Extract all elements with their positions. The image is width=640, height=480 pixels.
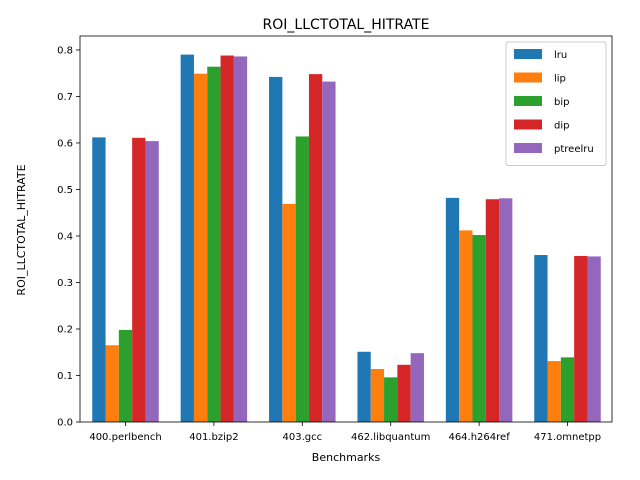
bars-group bbox=[92, 54, 601, 423]
bar-lip-464.h264ref bbox=[459, 230, 473, 422]
bar-ptreelru-400.perlbench bbox=[145, 141, 159, 422]
bar-ptreelru-403.gcc bbox=[322, 81, 336, 422]
bar-bip-400.perlbench bbox=[118, 329, 133, 422]
y-tick-label: 0.4 bbox=[57, 231, 73, 242]
y-tick-label: 0.2 bbox=[57, 324, 73, 335]
y-tick-label: 0.8 bbox=[57, 45, 73, 56]
bar-dip-464.h264ref bbox=[485, 199, 500, 422]
y-tick-label: 0.3 bbox=[57, 278, 73, 289]
legend-label-lip: lip bbox=[554, 74, 566, 85]
y-tick-label: 0.1 bbox=[57, 371, 73, 382]
bar-bip-401.bzip2 bbox=[207, 66, 221, 422]
y-tick-label: 0.5 bbox=[57, 185, 73, 196]
bar-lip-462.libquantum bbox=[370, 368, 385, 422]
legend-label-lru: lru bbox=[554, 50, 567, 61]
bar-bip-464.h264ref bbox=[472, 235, 486, 422]
bar-lru-464.h264ref bbox=[445, 197, 460, 422]
bar-lru-400.perlbench bbox=[92, 137, 106, 422]
x-axis-label: Benchmarks bbox=[312, 451, 381, 464]
legend-label-dip: dip bbox=[554, 121, 569, 132]
bar-lip-401.bzip2 bbox=[193, 73, 208, 423]
y-tick-label: 0.6 bbox=[57, 138, 73, 149]
bar-ptreelru-464.h264ref bbox=[499, 198, 513, 422]
bar-ptreelru-401.bzip2 bbox=[233, 56, 248, 423]
x-ticks-group: 400.perlbench 401.bzip2 403.gcc 462.libquan… bbox=[89, 422, 601, 443]
y-tick-label: 0.7 bbox=[57, 92, 73, 103]
legend-label-bip: bip bbox=[554, 97, 569, 108]
bar-ptreelru-462.libquantum bbox=[410, 353, 424, 422]
legend-swatch-lip bbox=[514, 72, 542, 83]
x-tick-label: 401.bzip2 bbox=[189, 432, 238, 443]
x-tick-label: 462.libquantum bbox=[351, 432, 430, 443]
legend-swatch-ptreelru bbox=[514, 143, 542, 153]
legend-swatch-lru bbox=[514, 49, 542, 59]
bar-lru-462.libquantum bbox=[357, 351, 371, 422]
bar-dip-403.gcc bbox=[308, 74, 323, 422]
x-tick-label: 471.omnetpp bbox=[534, 432, 601, 443]
y-tick-label: 0.0 bbox=[57, 418, 73, 429]
bar-lru-401.bzip2 bbox=[180, 54, 194, 422]
plot-frame bbox=[79, 35, 613, 423]
bar-lru-403.gcc bbox=[269, 76, 283, 423]
legend: lru lip bip dip ptreelru bbox=[505, 41, 607, 166]
bar-dip-471.omnetpp bbox=[574, 255, 588, 422]
bar-dip-400.perlbench bbox=[132, 137, 146, 422]
chart-title: ROI_LLCTOTAL_HITRATE bbox=[263, 17, 430, 33]
bar-lip-471.omnetpp bbox=[547, 361, 561, 422]
bar-bip-471.omnetpp bbox=[560, 357, 575, 422]
x-tick-label: 464.h264ref bbox=[448, 432, 510, 443]
y-ticks-group: 0.0 0.1 0.2 0.3 0.4 0.5 0.6 0.7 0.8 bbox=[57, 45, 80, 429]
bar-bip-403.gcc bbox=[295, 136, 309, 422]
bar-ptreelru-471.omnetpp bbox=[587, 256, 601, 422]
bar-dip-401.bzip2 bbox=[220, 55, 234, 422]
legend-label-ptreelru: ptreelru bbox=[554, 144, 594, 155]
y-axis-label: ROI_LLCTOTAL_HITRATE bbox=[15, 164, 28, 295]
legend-swatch-dip bbox=[514, 119, 542, 130]
bar-dip-462.libquantum bbox=[397, 364, 411, 422]
x-tick-label: 400.perlbench bbox=[89, 432, 161, 443]
bar-lru-471.omnetpp bbox=[534, 255, 548, 422]
bar-lip-403.gcc bbox=[282, 203, 296, 422]
legend-swatch-bip bbox=[514, 96, 542, 106]
x-tick-label: 403.gcc bbox=[282, 432, 322, 443]
bar-bip-462.libquantum bbox=[384, 377, 398, 422]
bar-lip-400.perlbench bbox=[105, 345, 119, 422]
